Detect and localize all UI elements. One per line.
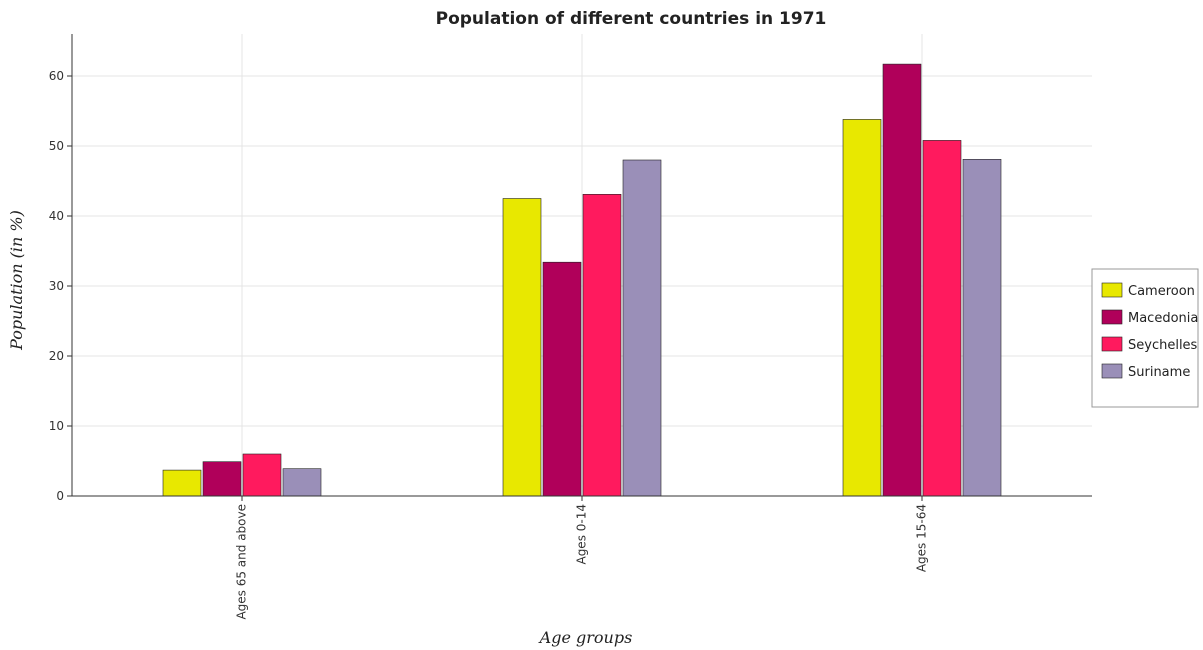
y-tick-label: 50: [49, 139, 64, 153]
legend: Cameroon Macedonia Seychelles Suriname: [1091, 268, 1199, 408]
bar: [202, 461, 242, 497]
x-ticks: Ages 65 and above Ages 0-14 Ages 15-64: [235, 496, 929, 620]
y-tick-label: 0: [56, 489, 64, 503]
x-tick-label: Ages 15-64: [915, 504, 929, 572]
y-tick-label: 60: [49, 69, 64, 83]
bar: [922, 140, 962, 497]
bar: [542, 261, 582, 497]
bar: [962, 159, 1002, 497]
bar: [242, 453, 282, 497]
y-tick-label: 10: [49, 419, 64, 433]
legend-swatch: [1101, 363, 1123, 379]
chart-title: Population of different countries in 197…: [436, 9, 827, 29]
legend-label: Seychelles: [1128, 338, 1198, 353]
x-axis-label: Age groups: [538, 628, 633, 647]
x-tick-label: Ages 0-14: [575, 504, 589, 565]
y-ticks: 0 10 20 30 40 50 60: [49, 69, 72, 503]
legend-label: Cameroon: [1128, 284, 1195, 299]
y-axis-label: Population (in %): [7, 210, 26, 351]
bar: [882, 63, 922, 497]
legend-label: Suriname: [1128, 365, 1190, 380]
legend-swatch: [1101, 309, 1123, 325]
x-tick-label: Ages 65 and above: [235, 504, 249, 620]
bar: [282, 468, 322, 497]
bars: [162, 63, 1002, 497]
legend-label: Macedonia: [1128, 311, 1198, 326]
y-tick-label: 40: [49, 209, 64, 223]
bar: [842, 119, 882, 497]
legend-swatch: [1101, 336, 1123, 352]
bar: [502, 198, 542, 497]
legend-swatch: [1101, 282, 1123, 298]
bar: [622, 159, 662, 497]
y-tick-label: 20: [49, 349, 64, 363]
y-tick-label: 30: [49, 279, 64, 293]
bar: [582, 194, 622, 497]
bar: [162, 469, 202, 497]
